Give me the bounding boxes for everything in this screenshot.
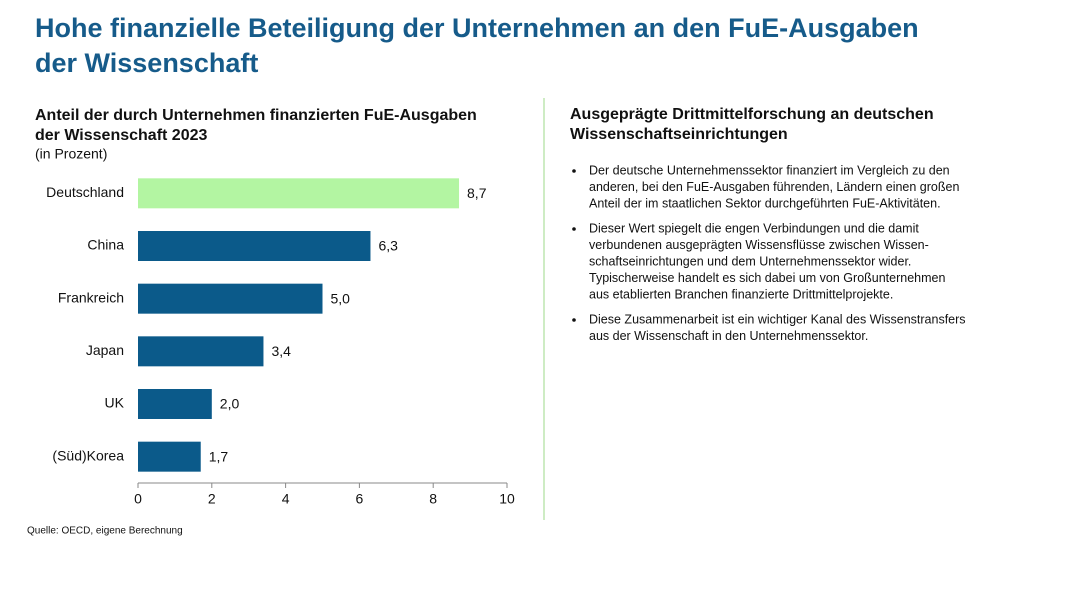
panel-heading: Ausgeprägte Drittmittelforschung an deut… bbox=[570, 106, 934, 123]
x-tick-label: 10 bbox=[499, 491, 515, 507]
bullet-text: verbundenen ausgeprägten Wissensflüsse z… bbox=[589, 238, 929, 252]
page-title: der Wissenschaft bbox=[35, 48, 258, 78]
bullet-marker bbox=[572, 227, 576, 231]
x-tick-label: 2 bbox=[208, 491, 216, 507]
bullet-text: anderen, bei den FuE-Ausgaben führenden,… bbox=[589, 180, 959, 194]
value-label: 8,7 bbox=[467, 185, 487, 201]
bullet-text: Anteil der im staatlichen Sektor durchge… bbox=[589, 196, 941, 210]
bar bbox=[138, 336, 264, 367]
chart-title: Anteil der durch Unternehmen finanzierte… bbox=[35, 107, 477, 124]
bullet-text: aus der Wissenschaft in den Unternehmens… bbox=[589, 329, 868, 343]
source: Quelle: OECD, eigene Berechnung bbox=[27, 526, 183, 537]
bar bbox=[138, 231, 371, 261]
bar bbox=[138, 389, 212, 419]
value-label: 2,0 bbox=[220, 396, 240, 412]
bar bbox=[138, 178, 460, 209]
x-tick-label: 6 bbox=[356, 491, 364, 507]
category-label: China bbox=[87, 237, 124, 253]
category-label: Deutschland bbox=[46, 184, 124, 200]
value-label: 3,4 bbox=[271, 343, 291, 359]
bullet-marker bbox=[572, 169, 576, 173]
value-label: 1,7 bbox=[209, 448, 229, 464]
bullet-text: Dieser Wert spiegelt die engen Verbindun… bbox=[589, 221, 919, 235]
bullet-text: schaftseinrichtungen und dem Unternehmen… bbox=[589, 254, 911, 268]
category-label: (Süd)Korea bbox=[52, 447, 124, 463]
bar bbox=[138, 441, 201, 472]
bullet-text: Der deutsche Unternehmenssektor finanzie… bbox=[589, 163, 950, 177]
page-title: Hohe finanzielle Beteiligung der Unterne… bbox=[35, 13, 919, 43]
value-label: 5,0 bbox=[331, 290, 351, 306]
bullet-text: Typischerweise handelt es sich dabei um … bbox=[589, 271, 945, 285]
x-tick-label: 0 bbox=[134, 491, 142, 507]
bullet-text: Diese Zusammenarbeit ist ein wichtiger K… bbox=[589, 312, 966, 326]
chart-title: der Wissenschaft 2023 bbox=[35, 127, 207, 144]
value-label: 6,3 bbox=[378, 238, 398, 254]
x-tick-label: 4 bbox=[282, 491, 290, 507]
bullet-text: aus etablierten Branchen finanzierte Dri… bbox=[589, 287, 893, 301]
chart-subtitle: (in Prozent) bbox=[35, 146, 107, 162]
category-label: UK bbox=[105, 395, 125, 411]
x-tick-label: 8 bbox=[429, 491, 437, 507]
bar bbox=[138, 283, 323, 314]
panel-heading: Wissenschaftseinrichtungen bbox=[570, 126, 788, 143]
category-label: Frankreich bbox=[58, 289, 124, 305]
bullet-marker bbox=[572, 318, 576, 322]
category-label: Japan bbox=[86, 342, 124, 358]
